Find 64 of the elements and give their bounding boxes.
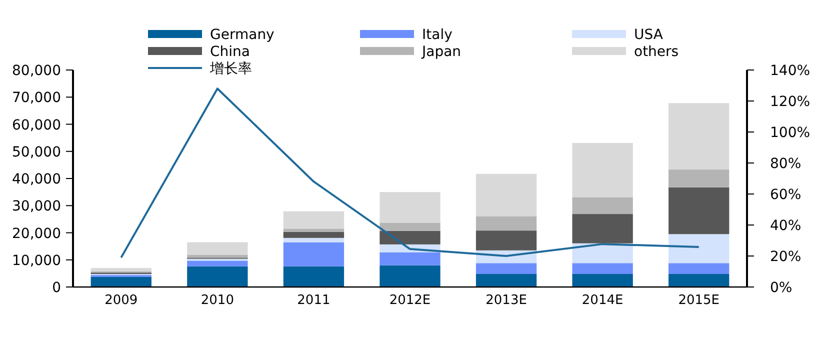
y-tick-label: 80,000	[12, 63, 61, 79]
legend-label: China	[210, 44, 250, 60]
bar	[572, 214, 633, 244]
bar	[668, 234, 730, 264]
y2-tick-label: 20%	[770, 249, 802, 265]
bar	[380, 265, 440, 287]
bar	[380, 230, 440, 244]
bar	[476, 230, 537, 250]
bar	[572, 263, 633, 274]
y2-tick-label: 60%	[770, 187, 802, 203]
legend-label: Japan	[421, 44, 462, 60]
y-tick-label: 40,000	[12, 172, 61, 188]
bar	[380, 222, 440, 231]
x-tick-label: 2012E	[389, 293, 431, 308]
bar	[90, 276, 152, 287]
y-tick-label: 70,000	[12, 90, 61, 106]
bar	[668, 103, 730, 170]
x-tick-label: 2013E	[486, 293, 527, 308]
bar	[668, 170, 730, 188]
legend-label: Italy	[422, 27, 452, 43]
y2-tick-label: 140%	[770, 63, 810, 79]
bar	[187, 242, 248, 255]
bar	[380, 192, 440, 223]
bar	[476, 216, 537, 231]
legend-label: USA	[634, 27, 664, 43]
bar	[283, 228, 344, 232]
y-tick-label: 20,000	[12, 226, 61, 242]
bar	[187, 266, 248, 287]
y-tick-label: 30,000	[12, 198, 61, 215]
bar	[476, 274, 537, 287]
y-tick-label: 50,000	[12, 144, 61, 160]
x-tick-label: 2015E	[678, 293, 720, 308]
y2-tick-label: 0%	[770, 280, 792, 296]
y-tick-label: 10,000	[12, 252, 61, 269]
bar	[90, 268, 152, 272]
y-tick-label: 0	[52, 280, 61, 296]
bar	[283, 211, 344, 229]
bar	[283, 242, 344, 266]
bar	[476, 263, 537, 274]
bar	[187, 260, 248, 266]
x-tick-label: 2010	[200, 293, 234, 308]
legend-label: 增长率	[209, 61, 252, 77]
legend-label: Germany	[210, 27, 274, 43]
y2-tick-label: 120%	[770, 94, 810, 110]
bar	[572, 142, 633, 198]
y2-tick-label: 100%	[770, 125, 810, 141]
bar	[668, 274, 730, 287]
bar	[668, 263, 730, 274]
bar	[380, 252, 440, 266]
bar	[668, 187, 730, 234]
bar	[283, 238, 344, 242]
bar	[572, 274, 633, 287]
y2-tick-label: 80%	[770, 156, 802, 172]
y2-tick-label: 40%	[770, 218, 802, 234]
legend-label: others	[634, 44, 679, 60]
x-tick-label: 2009	[104, 293, 138, 308]
bar	[187, 254, 248, 258]
bar	[283, 266, 344, 287]
bar	[476, 174, 537, 216]
y-tick-label: 60,000	[12, 117, 61, 134]
x-tick-label: 2014E	[582, 293, 624, 308]
x-tick-label: 2011	[297, 293, 330, 308]
bar	[572, 197, 633, 214]
bar	[283, 232, 344, 238]
